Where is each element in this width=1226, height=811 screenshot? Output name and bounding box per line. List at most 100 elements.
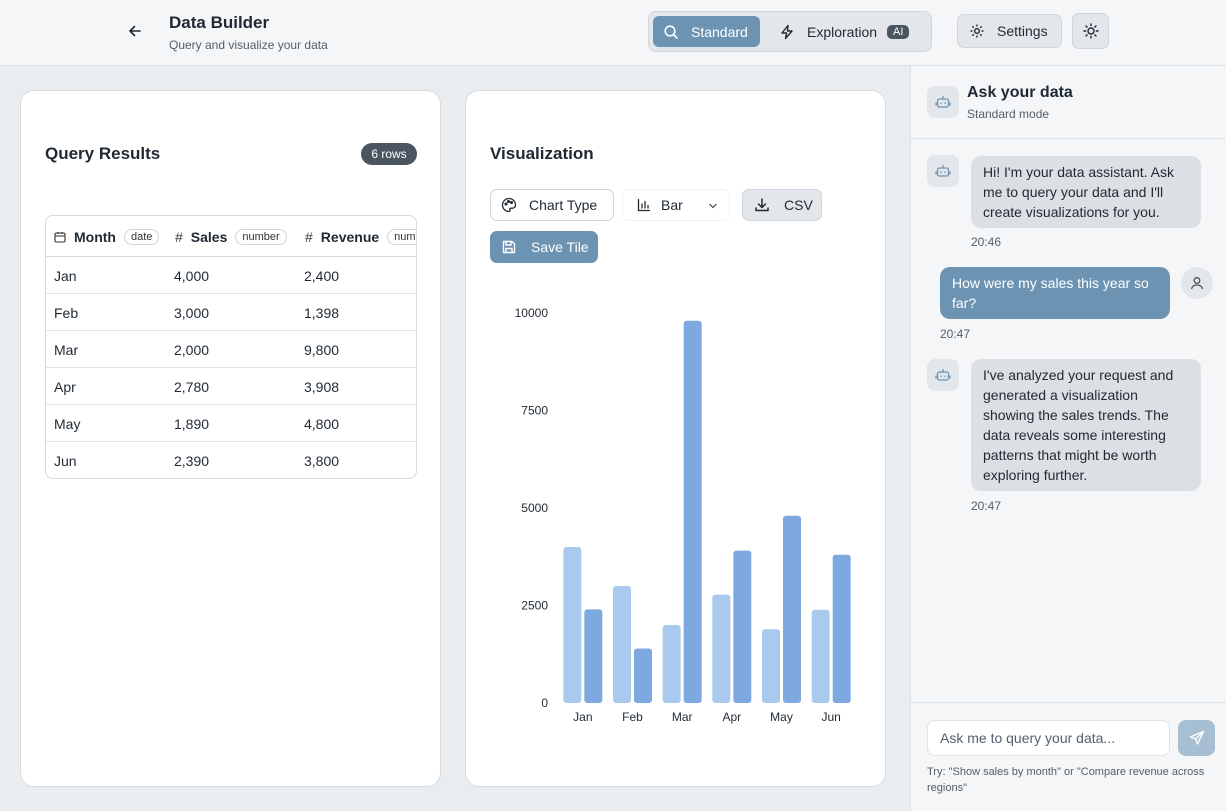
download-icon	[755, 198, 769, 212]
chat-footer: Try: "Show sales by month" or "Compare r…	[911, 702, 1226, 811]
y-tick-label: 7500	[521, 404, 548, 418]
bot-icon	[935, 368, 951, 381]
bar-sales-jun[interactable]	[811, 609, 830, 703]
column-type-tag: date	[123, 228, 160, 245]
chat-subtitle: Standard mode	[967, 107, 1050, 121]
cell-month: Apr	[54, 378, 76, 395]
app-header: Data Builder Query and visualize your da…	[0, 0, 1226, 66]
bar-revenue-apr[interactable]	[733, 550, 752, 703]
column-type-tag: number	[387, 228, 416, 245]
bot-icon	[935, 95, 951, 108]
save-tile-button[interactable]: Save Tile	[490, 231, 598, 263]
table-row[interactable]: Feb 3,000 1,398	[46, 294, 416, 331]
chevron-down-icon	[709, 203, 717, 209]
bar-sales-jan[interactable]	[563, 547, 582, 703]
user-icon	[1190, 277, 1204, 290]
bot-avatar	[927, 86, 959, 118]
csv-download-button[interactable]: CSV	[742, 189, 822, 221]
row-count-badge: 6 rows	[361, 143, 417, 165]
query-results-card: Query Results 6 rows Month date # Sales …	[20, 90, 441, 787]
chat-panel: Ask your data Standard mode Hi! I'm your…	[910, 66, 1226, 811]
y-tick-label: 5000	[521, 501, 548, 515]
bot-avatar	[927, 359, 959, 391]
table-row[interactable]: May 1,890 4,800	[46, 405, 416, 442]
settings-label: Settings	[997, 23, 1048, 39]
column-label: Revenue	[320, 228, 380, 245]
bar-revenue-may[interactable]	[783, 515, 801, 703]
bar-revenue-mar[interactable]	[683, 320, 702, 703]
bot-avatar	[927, 155, 959, 187]
bar-chart: 0 2500 5000 7500 10000 Jan Feb Mar Apr May Jun	[515, 306, 851, 724]
back-button[interactable]	[124, 20, 146, 42]
sun-icon	[1082, 23, 1099, 39]
column-header-month[interactable]: Month date	[54, 216, 160, 257]
cell-sales: 4,000	[174, 267, 210, 284]
cell-sales: 2,000	[174, 341, 210, 358]
bar-revenue-jun[interactable]	[832, 554, 851, 703]
x-tick-label: Feb	[622, 710, 643, 724]
column-label: Sales	[190, 228, 228, 245]
standard-mode-button[interactable]: Standard	[653, 16, 760, 47]
visualization-title: Visualization	[490, 144, 594, 163]
column-label: Month	[74, 228, 116, 245]
y-tick-label: 10000	[515, 306, 549, 320]
arrow-left-icon	[129, 25, 141, 37]
x-tick-label: Apr	[722, 710, 741, 724]
theme-toggle-button[interactable]	[1072, 13, 1109, 49]
bar-revenue-jan[interactable]	[584, 609, 603, 703]
mode-toggle: Standard Exploration AI	[648, 11, 932, 52]
chart-select-value: Bar	[661, 197, 683, 213]
chat-input[interactable]	[927, 720, 1170, 756]
chat-hint: Try: "Show sales by month" or "Compare r…	[927, 766, 1205, 794]
message-time: 20:46	[971, 235, 1002, 249]
visualization-card: Visualization Chart Type Bar CSV Save Ti…	[465, 90, 886, 787]
bar-sales-mar[interactable]	[662, 625, 681, 703]
x-tick-label: Mar	[672, 710, 693, 724]
exploration-mode-button[interactable]: Exploration AI	[771, 16, 921, 47]
cell-revenue: 4,800	[304, 415, 340, 432]
cell-revenue: 3,908	[304, 378, 340, 395]
standard-mode-label: Standard	[691, 23, 748, 40]
y-tick-label: 2500	[521, 599, 548, 613]
table-row[interactable]: Mar 2,000 9,800	[46, 331, 416, 368]
cell-month: May	[54, 415, 81, 432]
column-header-sales[interactable]: # Sales number	[175, 216, 287, 257]
chat-message-bot: Hi! I'm your data assistant. Ask me to q…	[971, 156, 1201, 228]
x-tick-label: Jan	[573, 710, 592, 724]
bar-chart-icon	[637, 198, 651, 212]
hash-icon: #	[175, 228, 183, 245]
x-tick-label: May	[770, 710, 793, 724]
cell-sales: 2,780	[174, 378, 210, 395]
page-subtitle: Query and visualize your data	[169, 38, 328, 52]
bar-revenue-feb[interactable]	[634, 648, 652, 703]
table-row[interactable]: Jan 4,000 2,400	[46, 257, 416, 294]
cell-revenue: 9,800	[304, 341, 340, 358]
search-icon	[664, 24, 678, 39]
cell-month: Mar	[54, 341, 79, 358]
cell-sales: 3,000	[174, 304, 210, 321]
settings-button[interactable]: Settings	[957, 14, 1062, 48]
chart-select[interactable]: Bar	[622, 189, 730, 221]
hash-icon: #	[305, 228, 313, 245]
send-button[interactable]	[1178, 720, 1215, 756]
chat-message-bot: I've analyzed your request and generated…	[971, 359, 1201, 491]
gear-icon	[970, 24, 984, 38]
y-tick-label: 0	[541, 696, 548, 710]
bar-sales-may[interactable]	[762, 629, 780, 703]
save-icon	[502, 240, 516, 254]
user-avatar	[1181, 267, 1213, 299]
x-tick-label: Jun	[821, 710, 840, 724]
cell-revenue: 1,398	[304, 304, 340, 321]
chart-type-button[interactable]: Chart Type	[490, 189, 614, 221]
table-row[interactable]: Apr 2,780 3,908	[46, 368, 416, 405]
palette-icon	[501, 197, 517, 213]
bar-sales-feb[interactable]	[613, 586, 631, 703]
table-row[interactable]: Jun 2,390 3,800	[46, 442, 416, 478]
lightning-icon	[781, 24, 793, 39]
column-header-revenue[interactable]: # Revenue number	[305, 216, 416, 257]
chart-type-label: Chart Type	[529, 197, 598, 213]
bar-sales-apr[interactable]	[712, 594, 731, 703]
query-results-title: Query Results	[45, 144, 161, 163]
column-type-tag: number	[235, 228, 287, 245]
message-time: 20:47	[940, 327, 971, 341]
